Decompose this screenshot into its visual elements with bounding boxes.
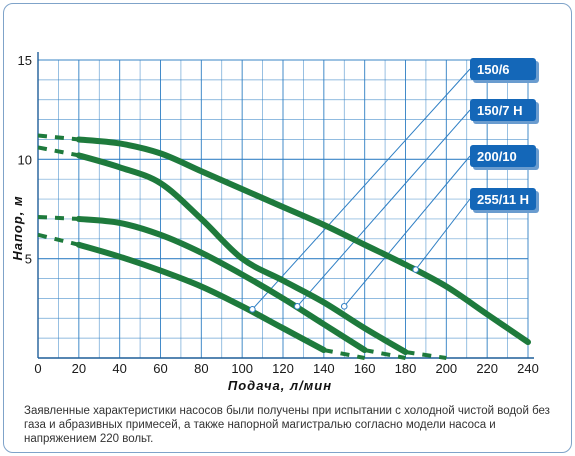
legend-item-255-11-h: 255/11 H bbox=[470, 188, 539, 213]
axes bbox=[37, 52, 534, 359]
curve-marker-200-10 bbox=[340, 303, 348, 310]
x-tick-label: 20 bbox=[72, 361, 86, 376]
legend-label: 150/7 H bbox=[477, 103, 523, 118]
x-tick-label: 160 bbox=[354, 361, 376, 376]
curve-marker-150-6 bbox=[249, 306, 256, 313]
curve-255-11-h bbox=[75, 136, 531, 346]
legend-box bbox=[470, 145, 536, 167]
curve-150-6 bbox=[75, 241, 327, 354]
curve-extrapolation-200-10 bbox=[37, 145, 80, 158]
legend-item-150-7-h: 150/7 H bbox=[470, 99, 539, 124]
leader-line-150-7-h bbox=[296, 109, 471, 307]
legend-box bbox=[470, 99, 536, 121]
legend-item-150-6: 150/6 bbox=[470, 58, 539, 83]
y-tick-label: 5 bbox=[25, 252, 32, 267]
legend-label: 200/10 bbox=[477, 149, 517, 164]
curve-extrapolation-150-6 bbox=[323, 348, 366, 360]
test-conditions-note: Заявленные характеристики насосов были п… bbox=[24, 405, 550, 445]
legend-label: 255/11 H bbox=[477, 192, 529, 207]
legend-box bbox=[470, 58, 536, 80]
x-tick-label: 60 bbox=[153, 361, 167, 376]
tick-labels: 0 20 40 60 80 100 120 140 160 180 200 220 240 5 10 15 bbox=[18, 53, 539, 376]
curve-extrapolation-255-11-h bbox=[37, 133, 80, 142]
x-tick-label: 0 bbox=[34, 361, 41, 376]
x-axis-label: Подача, л/мин bbox=[228, 378, 332, 393]
curve-150-7-h bbox=[75, 215, 368, 354]
curve-extrapolation-200-10 bbox=[405, 350, 447, 360]
leader-line-150-6 bbox=[252, 68, 471, 310]
curve-extrapolation-150-7-h bbox=[364, 348, 406, 360]
y-tick-label: 10 bbox=[18, 152, 32, 167]
legend-box bbox=[470, 188, 536, 210]
x-tick-label: 40 bbox=[112, 361, 126, 376]
x-tick-label: 80 bbox=[194, 361, 208, 376]
x-tick-label: 140 bbox=[313, 361, 335, 376]
x-tick-label: 180 bbox=[395, 361, 417, 376]
legend-label: 150/6 bbox=[477, 62, 510, 77]
curve-200-10 bbox=[75, 152, 409, 356]
leader-line-200-10 bbox=[343, 155, 471, 307]
y-tick-label: 15 bbox=[18, 53, 32, 68]
curve-marker-150-7-h bbox=[293, 303, 301, 310]
legend-leader-lines bbox=[252, 68, 471, 310]
curve-markers bbox=[249, 266, 420, 313]
x-tick-label: 240 bbox=[517, 361, 539, 376]
x-tick-label: 100 bbox=[231, 361, 253, 376]
curve-marker-255-11-h bbox=[412, 266, 420, 273]
curve-extrapolation-150-6 bbox=[37, 232, 80, 247]
legend: 150/6 150/7 H 200/10 255/11 H bbox=[470, 58, 539, 213]
legend-item-200-10: 200/10 bbox=[470, 145, 539, 170]
curve-extrapolation-150-7-h bbox=[37, 214, 79, 221]
x-tick-label: 220 bbox=[476, 361, 498, 376]
performance-curves bbox=[37, 133, 531, 360]
x-tick-label: 200 bbox=[435, 361, 457, 376]
leader-line-255-11-h bbox=[415, 198, 471, 270]
y-axis-label: Напор, м bbox=[10, 195, 25, 260]
x-tick-label: 120 bbox=[272, 361, 294, 376]
